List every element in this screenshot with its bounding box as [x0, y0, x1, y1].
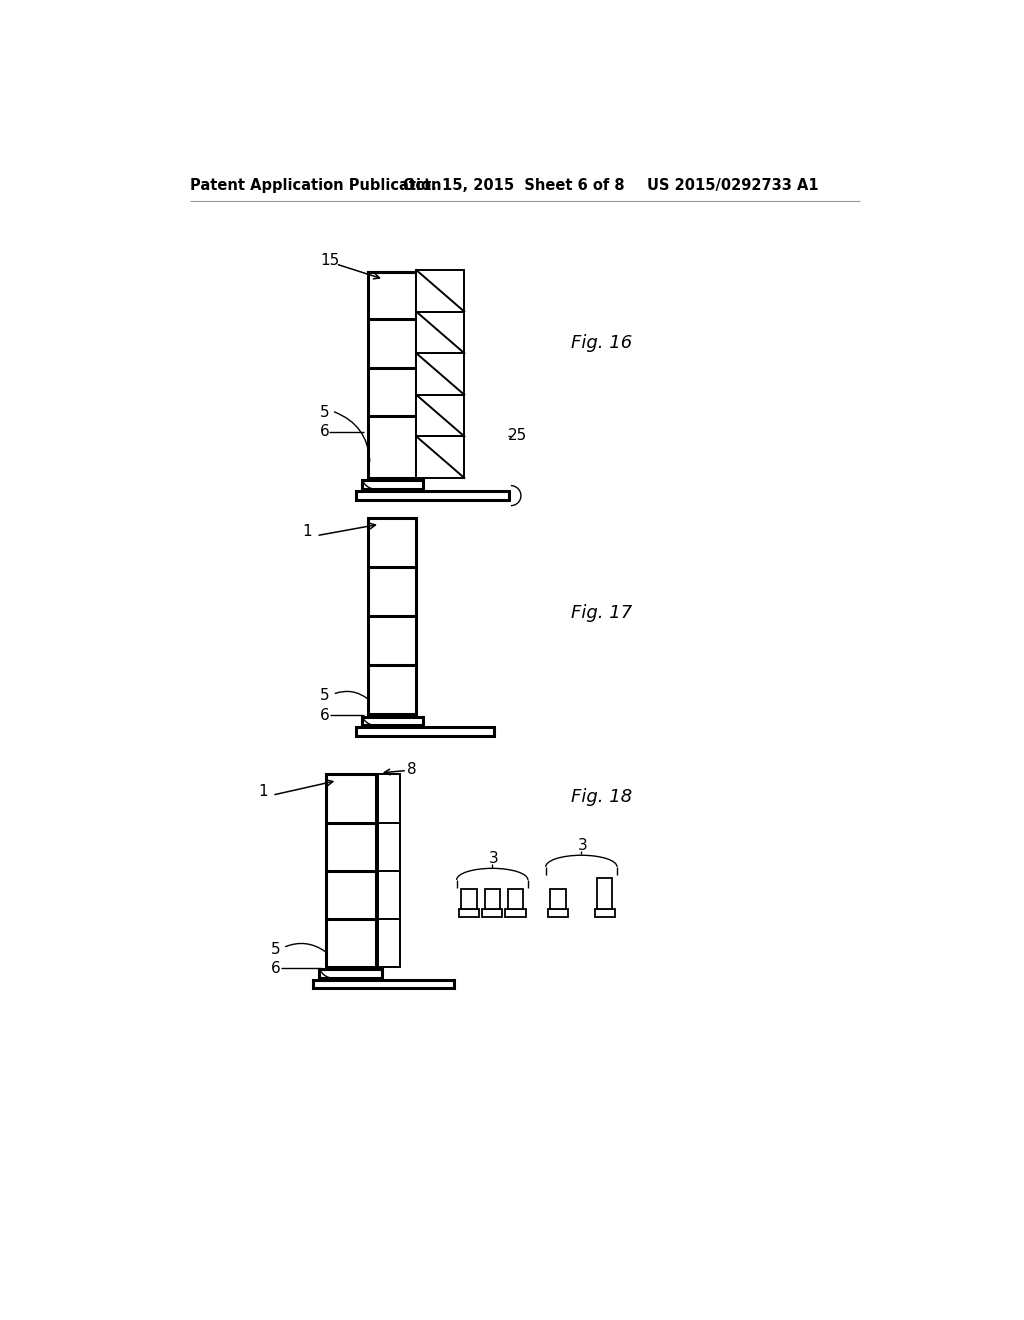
Bar — [313, 979, 454, 989]
Bar — [595, 909, 614, 917]
Bar — [597, 878, 612, 909]
Bar — [459, 909, 479, 917]
Text: 1: 1 — [258, 784, 268, 799]
Bar — [356, 491, 509, 499]
Text: Fig. 18: Fig. 18 — [571, 788, 633, 807]
Bar — [482, 909, 503, 917]
Text: 5: 5 — [271, 941, 281, 957]
Bar — [356, 727, 494, 737]
Text: Fig. 17: Fig. 17 — [571, 603, 633, 622]
Text: Patent Application Publication: Patent Application Publication — [190, 178, 441, 193]
Bar — [548, 909, 568, 917]
Bar — [417, 271, 464, 312]
Bar — [508, 890, 523, 909]
Bar — [417, 354, 464, 395]
Bar — [378, 775, 400, 966]
Bar — [417, 395, 464, 437]
Bar — [417, 312, 464, 354]
Text: 1: 1 — [302, 524, 312, 540]
Text: Oct. 15, 2015  Sheet 6 of 8: Oct. 15, 2015 Sheet 6 of 8 — [403, 178, 625, 193]
Bar — [362, 717, 423, 725]
Text: US 2015/0292733 A1: US 2015/0292733 A1 — [647, 178, 819, 193]
Text: 6: 6 — [271, 961, 282, 975]
Bar — [326, 775, 376, 966]
Text: Fig. 16: Fig. 16 — [571, 334, 633, 352]
Bar — [362, 480, 423, 488]
Bar — [369, 517, 417, 714]
Bar — [369, 272, 417, 478]
Text: 6: 6 — [319, 424, 329, 440]
Bar — [461, 890, 477, 909]
Text: 25: 25 — [508, 428, 527, 444]
Text: 6: 6 — [321, 708, 330, 722]
Bar — [417, 437, 464, 478]
Bar — [319, 969, 382, 978]
Text: 5: 5 — [321, 688, 330, 704]
Bar — [550, 890, 566, 909]
Text: 8: 8 — [407, 762, 417, 776]
Text: 5: 5 — [319, 405, 329, 420]
Bar — [506, 909, 525, 917]
Text: 3: 3 — [578, 838, 587, 853]
Bar — [484, 890, 500, 909]
Text: 15: 15 — [321, 252, 339, 268]
Text: 3: 3 — [488, 851, 498, 866]
